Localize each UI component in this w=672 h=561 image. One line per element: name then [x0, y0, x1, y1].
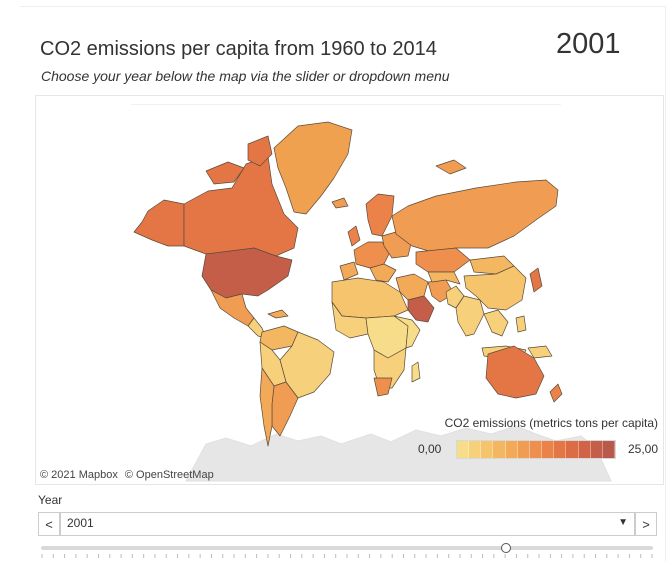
mapbox-credit[interactable]: © 2021 Mapbox: [40, 469, 118, 481]
legend-step: [542, 441, 555, 458]
region-russia-arctic-islands[interactable]: [435, 159, 467, 175]
region-india[interactable]: [455, 295, 485, 337]
next-year-button[interactable]: >: [635, 512, 657, 536]
region-iberia[interactable]: [339, 261, 359, 281]
region-central-asia[interactable]: [427, 271, 461, 285]
legend-step: [554, 441, 567, 458]
region-united-states[interactable]: [201, 247, 293, 299]
region-caribbean[interactable]: [267, 309, 289, 319]
region-philippines[interactable]: [515, 315, 527, 333]
legend-step: [505, 441, 518, 458]
year-dropdown[interactable]: 2001 ▼: [60, 512, 635, 536]
region-alaska[interactable]: [133, 199, 185, 247]
legend-step: [481, 441, 494, 458]
legend-max-label: 25,00: [627, 442, 658, 456]
legend-step: [602, 441, 616, 458]
year-filter-control: < 2001 ▼ >: [38, 512, 657, 536]
region-japan-korea[interactable]: [529, 267, 543, 293]
legend-step: [493, 441, 506, 458]
year-dropdown-value: 2001: [67, 516, 94, 530]
region-new-zealand[interactable]: [549, 383, 563, 403]
slider-ticks: [41, 554, 653, 558]
region-chile[interactable]: [259, 367, 275, 447]
region-madagascar[interactable]: [411, 361, 421, 383]
legend-step: [457, 441, 470, 458]
slider-thumb[interactable]: [500, 543, 511, 553]
world-map[interactable]: © 2021 Mapbox © OpenStreetMap CO2 emissi…: [35, 95, 664, 485]
region-kazakhstan[interactable]: [415, 247, 471, 273]
chevron-down-icon: ▼: [618, 517, 628, 528]
region-western-europe[interactable]: [353, 241, 391, 269]
region-south-africa[interactable]: [373, 377, 393, 397]
region-new-guinea[interactable]: [527, 345, 553, 359]
region-uk[interactable]: [347, 225, 361, 247]
region-north-africa[interactable]: [331, 277, 409, 319]
frame-right-line: [665, 6, 666, 561]
map-background-land: [131, 104, 561, 105]
legend-min-label: 0,00: [418, 442, 442, 456]
map-attribution: © 2021 Mapbox © OpenStreetMap: [40, 469, 218, 481]
region-canada-arctic-islands[interactable]: [205, 161, 245, 185]
region-scandinavia[interactable]: [365, 193, 395, 237]
color-legend: CO2 emissions (metrics tons per capita) …: [418, 416, 658, 472]
legend-step: [517, 441, 530, 458]
legend-color-ramp: [456, 440, 616, 459]
region-greenland[interactable]: [273, 121, 353, 215]
legend-step: [529, 441, 543, 458]
legend-title: CO2 emissions (metrics tons per capita): [444, 416, 658, 430]
legend-step: [469, 441, 482, 458]
region-australia[interactable]: [485, 345, 545, 399]
region-china[interactable]: [463, 265, 527, 311]
legend-step: [590, 441, 603, 458]
legend-step: [578, 441, 591, 458]
frame-top-line: [20, 6, 666, 7]
region-east-africa[interactable]: [393, 315, 421, 349]
year-filter-label: Year: [38, 493, 63, 507]
year-slider[interactable]: [41, 540, 653, 558]
legend-step: [566, 441, 579, 458]
map-canvas[interactable]: [36, 96, 663, 484]
slider-track[interactable]: [41, 546, 653, 550]
previous-year-button[interactable]: <: [38, 512, 60, 536]
region-italy-balkans[interactable]: [369, 263, 397, 283]
region-saudi-arabia[interactable]: [407, 295, 435, 323]
osm-credit[interactable]: © OpenStreetMap: [124, 469, 214, 481]
region-iceland[interactable]: [331, 197, 349, 209]
region-southeast-asia[interactable]: [483, 309, 509, 337]
region-antarctica[interactable]: [185, 425, 612, 482]
selected-year-display: 2001: [556, 28, 621, 60]
region-russia[interactable]: [391, 179, 559, 253]
dashboard-subtitle: Choose your year below the map via the s…: [41, 68, 450, 84]
region-canada-baffin[interactable]: [247, 135, 273, 167]
dashboard-title: CO2 emissions per capita from 1960 to 20…: [40, 38, 437, 60]
